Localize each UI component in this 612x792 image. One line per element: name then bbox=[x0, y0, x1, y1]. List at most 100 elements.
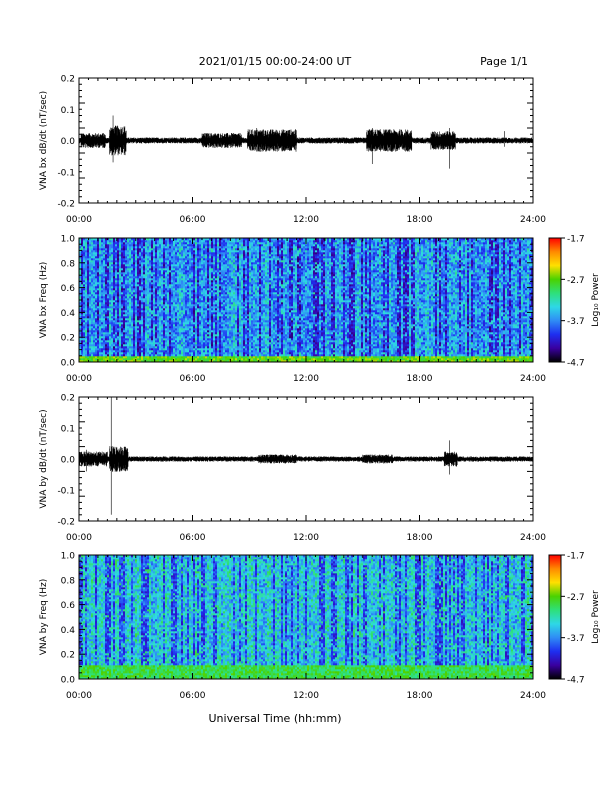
spectrogram-cell bbox=[113, 286, 115, 288]
spectrogram-cell bbox=[91, 278, 93, 280]
spectrogram-cell bbox=[203, 304, 205, 306]
spectrogram-cell bbox=[137, 268, 139, 270]
spectrogram-cell bbox=[207, 266, 209, 268]
spectrogram-cell bbox=[85, 280, 87, 282]
spectrogram-cell bbox=[147, 276, 149, 278]
spectrogram-cell bbox=[129, 338, 131, 340]
spectrogram-cell bbox=[161, 342, 163, 344]
spectrogram-cell bbox=[197, 290, 199, 292]
spectrogram-cell bbox=[105, 340, 107, 342]
spectrogram-cell bbox=[183, 308, 185, 310]
spectrogram-cell bbox=[131, 340, 133, 342]
spectrogram-cell bbox=[127, 260, 129, 262]
spectrogram-cell bbox=[169, 302, 171, 304]
spectrogram-cell bbox=[181, 324, 183, 326]
spectrogram-cell bbox=[155, 250, 157, 252]
spectrogram-cell bbox=[125, 332, 127, 334]
spectrogram-cell bbox=[129, 356, 131, 358]
spectrogram-cell bbox=[121, 304, 123, 306]
spectrogram-cell bbox=[99, 248, 101, 250]
spectrogram-cell bbox=[193, 344, 195, 346]
spectrogram-cell bbox=[169, 264, 171, 266]
spectrogram-cell bbox=[107, 358, 109, 360]
spectrogram-cell bbox=[161, 296, 163, 298]
spectrogram-cell bbox=[103, 302, 105, 304]
spectrogram-cell bbox=[167, 286, 169, 288]
spectrogram-cell bbox=[125, 302, 127, 304]
spectrogram-cell bbox=[227, 328, 229, 330]
spectrogram-cell bbox=[161, 346, 163, 348]
spectrogram-cell bbox=[195, 270, 197, 272]
spectrogram-cell bbox=[139, 296, 141, 298]
spectrogram-cell bbox=[181, 322, 183, 324]
spectrogram-cell bbox=[113, 338, 115, 340]
spectrogram-cell bbox=[83, 350, 85, 352]
spectrogram-cell bbox=[195, 248, 197, 250]
spectrogram-cell bbox=[153, 322, 155, 324]
spectrogram-cell bbox=[93, 262, 95, 264]
spectrogram-cell bbox=[225, 338, 227, 340]
spectrogram-cell bbox=[105, 286, 107, 288]
spectrogram-cell bbox=[101, 288, 103, 290]
spectrogram-cell bbox=[97, 328, 99, 330]
spectrogram-cell bbox=[177, 300, 179, 302]
spectrogram-cell bbox=[141, 332, 143, 334]
spectrogram-cell bbox=[119, 302, 121, 304]
spectrogram-cell bbox=[149, 320, 151, 322]
spectrogram-cell bbox=[103, 246, 105, 248]
spectrogram-cell bbox=[91, 258, 93, 260]
spectrogram-cell bbox=[157, 326, 159, 328]
spectrogram-cell bbox=[221, 342, 223, 344]
spectrogram-cell bbox=[181, 318, 183, 320]
spectrogram-cell bbox=[157, 304, 159, 306]
spectrogram-cell bbox=[135, 246, 137, 248]
spectrogram-cell bbox=[155, 246, 157, 248]
spectrogram-cell bbox=[93, 346, 95, 348]
spectrogram-cell bbox=[149, 242, 151, 244]
spectrogram-cell bbox=[123, 278, 125, 280]
spectrogram-cell bbox=[129, 256, 131, 258]
spectrogram-cell bbox=[107, 304, 109, 306]
spectrogram-cell bbox=[149, 250, 151, 252]
spectrogram-cell bbox=[83, 254, 85, 256]
spectrogram-cell bbox=[195, 352, 197, 354]
spectrogram-cell bbox=[175, 346, 177, 348]
spectrogram-cell bbox=[197, 298, 199, 300]
spectrogram-cell bbox=[221, 346, 223, 348]
spectrogram-cell bbox=[227, 248, 229, 250]
spectrogram-cell bbox=[167, 240, 169, 242]
spectrogram-cell bbox=[121, 300, 123, 302]
spectrogram-cell bbox=[183, 312, 185, 314]
spectrogram-cell bbox=[225, 322, 227, 324]
spectrogram-cell bbox=[177, 336, 179, 338]
spectrogram-cell bbox=[151, 314, 153, 316]
spectrogram-cell bbox=[159, 324, 161, 326]
spectrogram-cell bbox=[151, 290, 153, 292]
spectrogram-cell bbox=[153, 348, 155, 350]
spectrogram-cell bbox=[183, 310, 185, 312]
spectrogram-cell bbox=[189, 256, 191, 258]
spectrogram-cell bbox=[81, 296, 83, 298]
spectrogram-cell bbox=[123, 260, 125, 262]
spectrogram-cell bbox=[149, 330, 151, 332]
spectrogram-cell bbox=[217, 332, 219, 334]
spectrogram-cell bbox=[167, 280, 169, 282]
spectrogram-cell bbox=[147, 316, 149, 318]
spectrogram-cell bbox=[209, 268, 211, 270]
spectrogram-cell bbox=[129, 330, 131, 332]
spectrogram-cell bbox=[151, 248, 153, 250]
spectrogram-cell bbox=[157, 310, 159, 312]
spectrogram-cell bbox=[101, 310, 103, 312]
spectrogram-cell bbox=[165, 324, 167, 326]
spectrogram-cell bbox=[123, 322, 125, 324]
spectrogram-cell bbox=[153, 280, 155, 282]
spectrogram-cell bbox=[195, 296, 197, 298]
spectrogram-cell bbox=[117, 296, 119, 298]
spectrogram-cell bbox=[229, 298, 231, 300]
spectrogram-cell bbox=[225, 284, 227, 286]
spectrogram-cell bbox=[161, 344, 163, 346]
spectrogram-cell bbox=[129, 352, 131, 354]
spectrogram-cell bbox=[111, 268, 113, 270]
spectrogram-cell bbox=[137, 342, 139, 344]
spectrogram-cell bbox=[231, 358, 233, 360]
